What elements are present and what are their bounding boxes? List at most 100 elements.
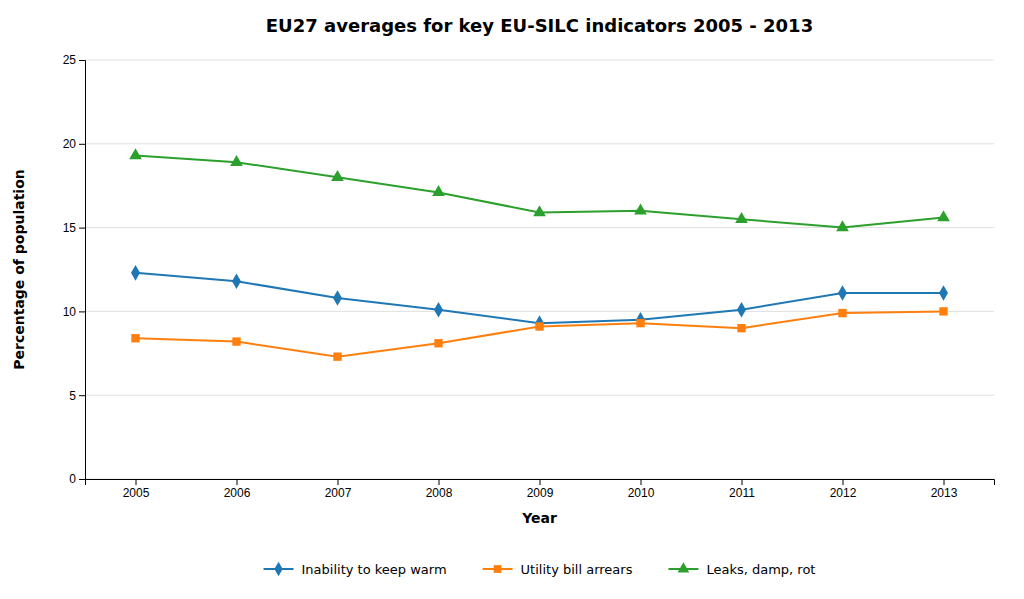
y-tick-mark [79, 228, 85, 229]
legend: Inability to keep warm Utility bill arrea… [264, 562, 816, 577]
marks [129, 148, 950, 361]
legend-marker [274, 562, 282, 576]
grid-line [85, 60, 994, 61]
y-tick: 10 [63, 305, 85, 319]
legend-marker [494, 565, 502, 573]
y-tick-label: 0 [69, 472, 76, 486]
series-marker [838, 285, 847, 301]
series [129, 148, 950, 231]
grid-line [85, 395, 994, 396]
x-tick-label: 2005 [123, 486, 150, 500]
x-tick-mark [540, 479, 541, 485]
x-tick: 2009 [527, 479, 554, 500]
series-marker [735, 212, 748, 223]
grid-line [85, 143, 994, 144]
legend-label: Inability to keep warm [302, 562, 447, 577]
legend-item: Utility bill arrears [483, 562, 633, 577]
x-tick-mark [237, 479, 238, 485]
series-marker [432, 185, 445, 196]
x-tick-mark [338, 479, 339, 485]
y-tick-mark [79, 144, 85, 145]
series-marker [535, 322, 543, 330]
x-tick: 2010 [628, 479, 655, 500]
series-marker [636, 312, 645, 328]
series-line [136, 156, 944, 228]
series-marker [331, 170, 344, 181]
x-tick: 2007 [325, 479, 352, 500]
y-tick: 5 [69, 389, 85, 403]
grid-line [85, 311, 994, 312]
series-marker [230, 155, 243, 166]
series-marker [232, 337, 240, 345]
chart: 2005 2006 2007 2008 2009 2010 2011 2012 2013 0 5 10… [0, 0, 1024, 599]
series-marker [838, 309, 846, 317]
y-axis-label: Percentage of population [11, 169, 27, 369]
y-tick: 25 [63, 53, 85, 67]
series-marker [836, 220, 849, 231]
x-tick-label: 2007 [325, 486, 352, 500]
x-axis-label: Year [521, 510, 557, 526]
x-tick-label: 2011 [729, 486, 755, 500]
y-axis: 0 5 10 15 20 25 [63, 53, 86, 486]
x-tick-label: 2006 [224, 486, 251, 500]
x-tick-mark [843, 479, 844, 485]
y-tick-label: 10 [63, 305, 77, 319]
x-axis-line [86, 480, 995, 486]
grid [85, 60, 994, 479]
y-tick-label: 25 [63, 53, 77, 67]
x-axis: 2005 2006 2007 2008 2009 2010 2011 2012 2013 [86, 479, 995, 500]
series-marker [333, 290, 342, 306]
x-tick: 2005 [123, 479, 150, 500]
series-marker [333, 352, 341, 360]
x-tick: 2012 [830, 479, 857, 500]
x-tick-mark [742, 479, 743, 485]
x-tick-mark [641, 479, 642, 485]
title: EU27 averages for key EU-SILC indicators… [266, 15, 813, 36]
y-tick-mark [79, 60, 85, 61]
legend-label: Utility bill arrears [521, 562, 633, 577]
y-tick: 0 [69, 472, 85, 486]
y-tick: 15 [63, 221, 85, 235]
series-line [136, 311, 944, 356]
series-marker [737, 324, 745, 332]
series-marker [129, 148, 142, 159]
series-marker [535, 315, 544, 331]
series-marker [634, 203, 647, 214]
series-marker [434, 302, 443, 318]
series-marker [232, 273, 241, 289]
series-marker [131, 265, 140, 281]
x-tick-label: 2010 [628, 486, 655, 500]
x-tick-mark [136, 479, 137, 485]
y-axis-line [79, 61, 86, 480]
x-tick-label: 2008 [426, 486, 453, 500]
series-marker [939, 307, 947, 315]
series-marker [533, 205, 546, 216]
y-tick-label: 20 [63, 137, 77, 151]
x-tick: 2006 [224, 479, 251, 500]
x-tick-label: 2012 [830, 486, 857, 500]
y-tick-mark [79, 395, 85, 396]
legend-marker [678, 562, 690, 572]
series-marker [434, 339, 442, 347]
series [131, 265, 948, 331]
series-marker [131, 334, 139, 342]
x-tick-label: 2009 [527, 486, 554, 500]
series [131, 307, 947, 361]
series-marker [937, 210, 950, 221]
x-tick: 2008 [426, 479, 453, 500]
x-tick-mark [944, 479, 945, 485]
legend-label: Leaks, damp, rot [706, 562, 815, 577]
series-marker [939, 285, 948, 301]
series-marker [636, 319, 644, 327]
y-tick-label: 5 [69, 389, 76, 403]
legend-item: Leaks, damp, rot [668, 562, 815, 577]
legend-item: Inability to keep warm [264, 562, 447, 577]
x-tick-mark [439, 479, 440, 485]
x-tick: 2011 [729, 479, 755, 500]
x-tick-label: 2013 [931, 486, 958, 500]
plot: 2005 2006 2007 2008 2009 2010 2011 2012 2013 0 5 10… [63, 53, 995, 499]
y-tick-mark [79, 311, 85, 312]
grid-line [85, 227, 994, 228]
series-marker [737, 302, 746, 318]
y-tick-mark [79, 479, 85, 480]
